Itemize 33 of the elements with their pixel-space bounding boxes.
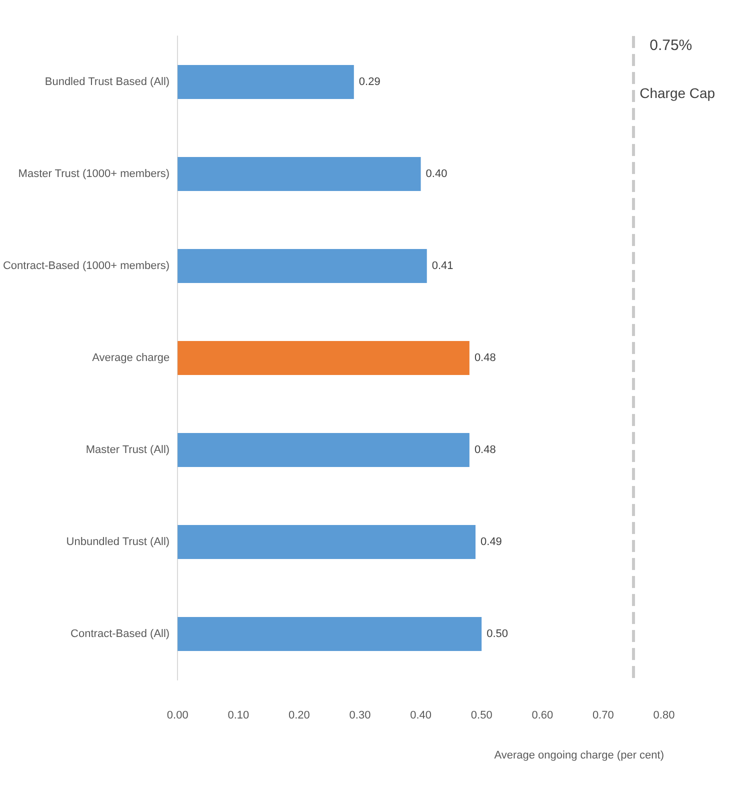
y-tick-label: Unbundled Trust (All) <box>66 536 170 548</box>
bar <box>178 157 421 191</box>
x-tick-label: 0.00 <box>166 710 188 722</box>
bar <box>178 617 482 651</box>
x-tick-label: 0.80 <box>653 710 675 722</box>
bar <box>178 433 470 467</box>
bar <box>178 341 470 375</box>
y-tick-label: Contract-Based (1000+ members) <box>2 260 170 272</box>
x-tick-label: 0.60 <box>532 710 554 722</box>
bar <box>178 249 427 283</box>
x-tick-label: 0.40 <box>410 710 432 722</box>
y-tick-label: Bundled Trust Based (All) <box>44 76 170 88</box>
bar <box>178 65 354 99</box>
x-tick-label: 0.30 <box>349 710 371 722</box>
ref-line-label: 0.75% <box>650 37 692 54</box>
x-tick-label: 0.50 <box>470 710 492 722</box>
annotation: Charge Cap <box>640 85 716 101</box>
x-tick-label: 0.20 <box>288 710 310 722</box>
data-label: 0.49 <box>480 536 502 548</box>
x-axis-title: Average ongoing charge (per cent) <box>494 750 664 762</box>
y-tick-label: Master Trust (All) <box>86 444 170 456</box>
y-tick-label: Contract-Based (All) <box>70 628 170 640</box>
data-label: 0.41 <box>432 260 454 272</box>
y-tick-label: Master Trust (1000+ members) <box>18 168 170 180</box>
y-tick-label: Average charge <box>92 352 170 364</box>
data-label: 0.50 <box>486 628 508 640</box>
x-tick-label: 0.70 <box>592 710 614 722</box>
data-label: 0.48 <box>474 352 496 364</box>
data-label: 0.48 <box>474 444 496 456</box>
x-tick-label: 0.10 <box>228 710 250 722</box>
bar <box>178 525 476 559</box>
data-label: 0.29 <box>358 76 380 88</box>
data-label: 0.40 <box>426 168 448 180</box>
